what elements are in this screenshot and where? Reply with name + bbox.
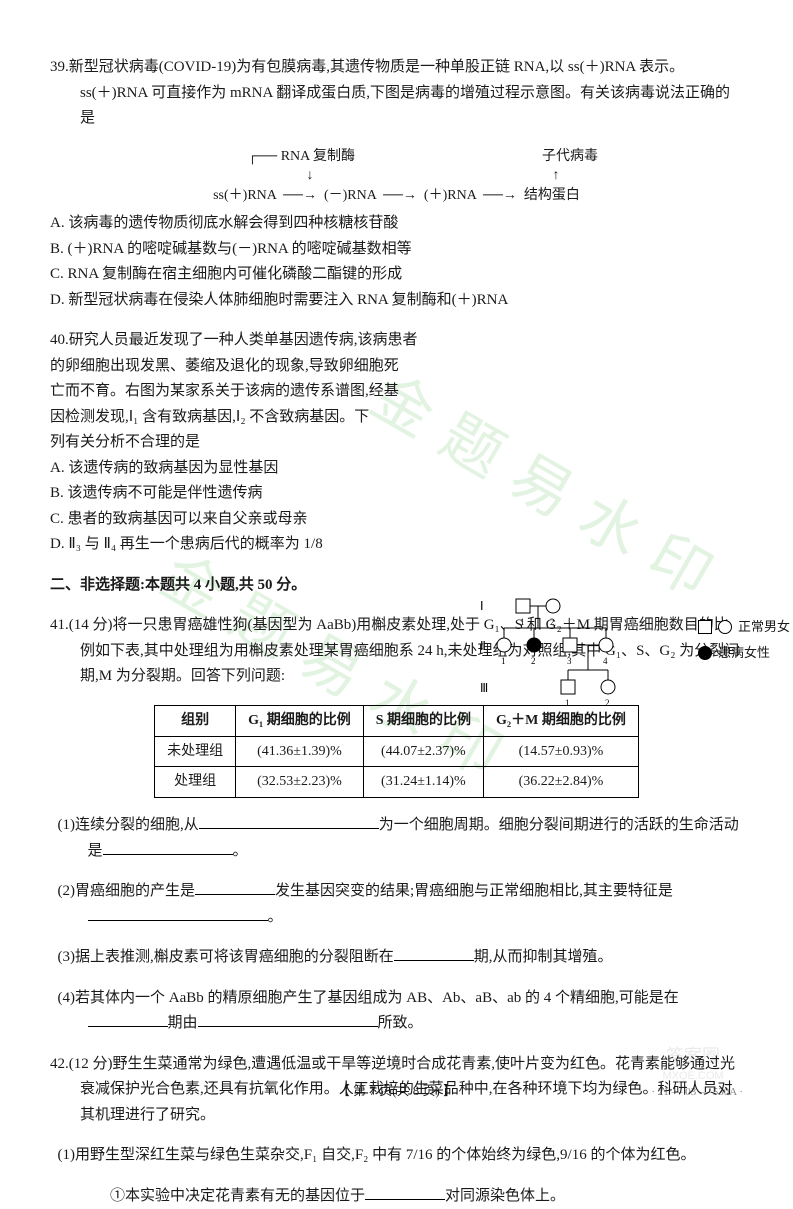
q40-number: 40. bbox=[50, 332, 69, 348]
td: 未处理组 bbox=[155, 736, 236, 767]
q42-stem: 42.(12 分)野生生菜通常为绿色,遭遇低温或干旱等逆境时合成花青素,使叶片变… bbox=[80, 1052, 743, 1129]
q42-stem-text: (12 分)野生生菜通常为绿色,遭遇低温或干旱等逆境时合成花青素,使叶片变为红色… bbox=[69, 1056, 735, 1123]
q42-p1: (1)用野生型深红生菜与绿色生菜杂交,F₁ 自交,F₂ 中有 7/16 的个体始… bbox=[88, 1143, 744, 1169]
svg-text:Ⅱ: Ⅱ bbox=[480, 639, 486, 653]
blank bbox=[88, 905, 268, 921]
svg-text:1: 1 bbox=[501, 656, 506, 666]
pedigree-diagram: Ⅰ 1 2 Ⅱ bbox=[480, 594, 793, 724]
th-s: S 期细胞的比例 bbox=[363, 705, 483, 736]
q39-stem: 39.新型冠状病毒(COVID-19)为有包膜病毒,其遗传物质是一种单股正链 R… bbox=[80, 55, 743, 132]
td: (32.53±2.23)% bbox=[236, 767, 364, 798]
td: (14.57±0.93)% bbox=[484, 736, 639, 767]
blank bbox=[195, 879, 275, 895]
q41-p1: (1)连续分裂的细胞,从为一个细胞周期。细胞分裂间期进行的活跃的生命活动是。 bbox=[88, 813, 744, 864]
diagram-plus: (＋)RNA bbox=[424, 188, 476, 203]
blank bbox=[365, 1184, 445, 1200]
pedigree-legend: 正常男女 患病女性 bbox=[698, 614, 790, 666]
q39-opt-b: B. (＋)RNA 的嘧啶碱基数与(－)RNA 的嘧啶碱基数相等 bbox=[50, 237, 743, 263]
diagram-ssplus: ss(＋)RNA bbox=[213, 188, 276, 203]
diagram-progeny: 子代病毒 bbox=[542, 149, 598, 164]
blank bbox=[88, 1011, 168, 1027]
svg-text:2: 2 bbox=[605, 698, 610, 708]
blank bbox=[199, 813, 379, 829]
q41-p4: (4)若其体内一个 AaBb 的精原细胞产生了基因组成为 AB、Ab、aB、ab… bbox=[88, 986, 744, 1037]
q41-p3: (3)据上表推测,槲皮素可将该胃癌细胞的分裂阻断在期,从而抑制其增殖。 bbox=[88, 945, 744, 971]
th-g1: G₁ 期细胞的比例 bbox=[236, 705, 364, 736]
q39-diagram: ┌── RNA 复制酶 子代病毒 ↓ ↑ ss(＋)RNA ──→ (－)RNA… bbox=[50, 147, 743, 206]
svg-text:1: 1 bbox=[520, 617, 525, 627]
svg-text:2: 2 bbox=[531, 656, 536, 666]
q39-number: 39. bbox=[50, 59, 69, 75]
svg-text:1: 1 bbox=[565, 698, 570, 708]
svg-text:2: 2 bbox=[550, 617, 555, 627]
q40-opt-a: A. 该遗传病的致病基因为显性基因 bbox=[50, 456, 743, 482]
q40-opt-c: C. 患者的致病基因可以来自父亲或母亲 bbox=[50, 507, 743, 533]
diagram-rna-enzyme: RNA 复制酶 bbox=[281, 149, 355, 164]
q40-opt-b: B. 该遗传病不可能是伴性遗传病 bbox=[50, 481, 743, 507]
q40-opt-d: D. Ⅱ₃ 与 Ⅱ₄ 再生一个患病后代的概率为 1/8 bbox=[50, 532, 743, 558]
q40-line3: 亡而不育。右图为某家系关于该病的遗传系谱图,经基 bbox=[50, 379, 443, 405]
td: 处理组 bbox=[155, 767, 236, 798]
q42-number: 42. bbox=[50, 1056, 69, 1072]
q42-p1-sub: ①本实验中决定花青素有无的基因位于对同源染色体上。 bbox=[110, 1184, 743, 1209]
gen1-label: Ⅰ bbox=[480, 599, 484, 613]
blank bbox=[198, 1011, 378, 1027]
blank bbox=[103, 839, 233, 855]
q41-number: 41. bbox=[50, 617, 69, 633]
td: (31.24±1.14)% bbox=[363, 767, 483, 798]
q39-stem-text: 新型冠状病毒(COVID-19)为有包膜病毒,其遗传物质是一种单股正链 RNA,… bbox=[69, 59, 730, 126]
q40-line5: 列有关分析不合理的是 bbox=[50, 430, 443, 456]
question-42: 42.(12 分)野生生菜通常为绿色,遭遇低温或干旱等逆境时合成花青素,使叶片变… bbox=[50, 1052, 743, 1209]
question-40: 40.研究人员最近发现了一种人类单基因遗传病,该病患者 的卵细胞出现发黑、萎缩及… bbox=[50, 328, 743, 558]
q41-p2: (2)胃癌细胞的产生是发生基因突变的结果;胃癌细胞与正常细胞相比,其主要特征是。 bbox=[88, 879, 744, 930]
diagram-struct: 结构蛋白 bbox=[524, 188, 580, 203]
q39-opt-c: C. RNA 复制酶在宿主细胞内可催化磷酸二酯键的形成 bbox=[50, 262, 743, 288]
question-39: 39.新型冠状病毒(COVID-19)为有包膜病毒,其遗传物质是一种单股正链 R… bbox=[50, 55, 743, 313]
svg-text:Ⅲ: Ⅲ bbox=[480, 681, 488, 695]
td: (36.22±2.84)% bbox=[484, 767, 639, 798]
q40-line2: 的卵细胞出现发黑、萎缩及退化的现象,导致卵细胞死 bbox=[50, 354, 443, 380]
q40-line1: 40.研究人员最近发现了一种人类单基因遗传病,该病患者 bbox=[80, 328, 443, 354]
q40-line4: 因检测发现,Ⅰ₁ 含有致病基因,Ⅰ₂ 不含致病基因。下 bbox=[50, 405, 443, 431]
th-group: 组别 bbox=[155, 705, 236, 736]
svg-text:3: 3 bbox=[567, 656, 572, 666]
blank bbox=[394, 945, 474, 961]
q39-opt-a: A. 该病毒的遗传物质彻底水解会得到四种核糖核苷酸 bbox=[50, 211, 743, 237]
diagram-minus: (－)RNA bbox=[324, 188, 376, 203]
legend-normal: 正常男女 bbox=[738, 614, 790, 640]
td: (44.07±2.37)% bbox=[363, 736, 483, 767]
legend-affected: 患病女性 bbox=[718, 640, 770, 666]
q39-opt-d: D. 新型冠状病毒在侵染人体肺细胞时需要注入 RNA 复制酶和(＋)RNA bbox=[50, 288, 743, 314]
td: (41.36±1.39)% bbox=[236, 736, 364, 767]
svg-text:4: 4 bbox=[603, 656, 608, 666]
